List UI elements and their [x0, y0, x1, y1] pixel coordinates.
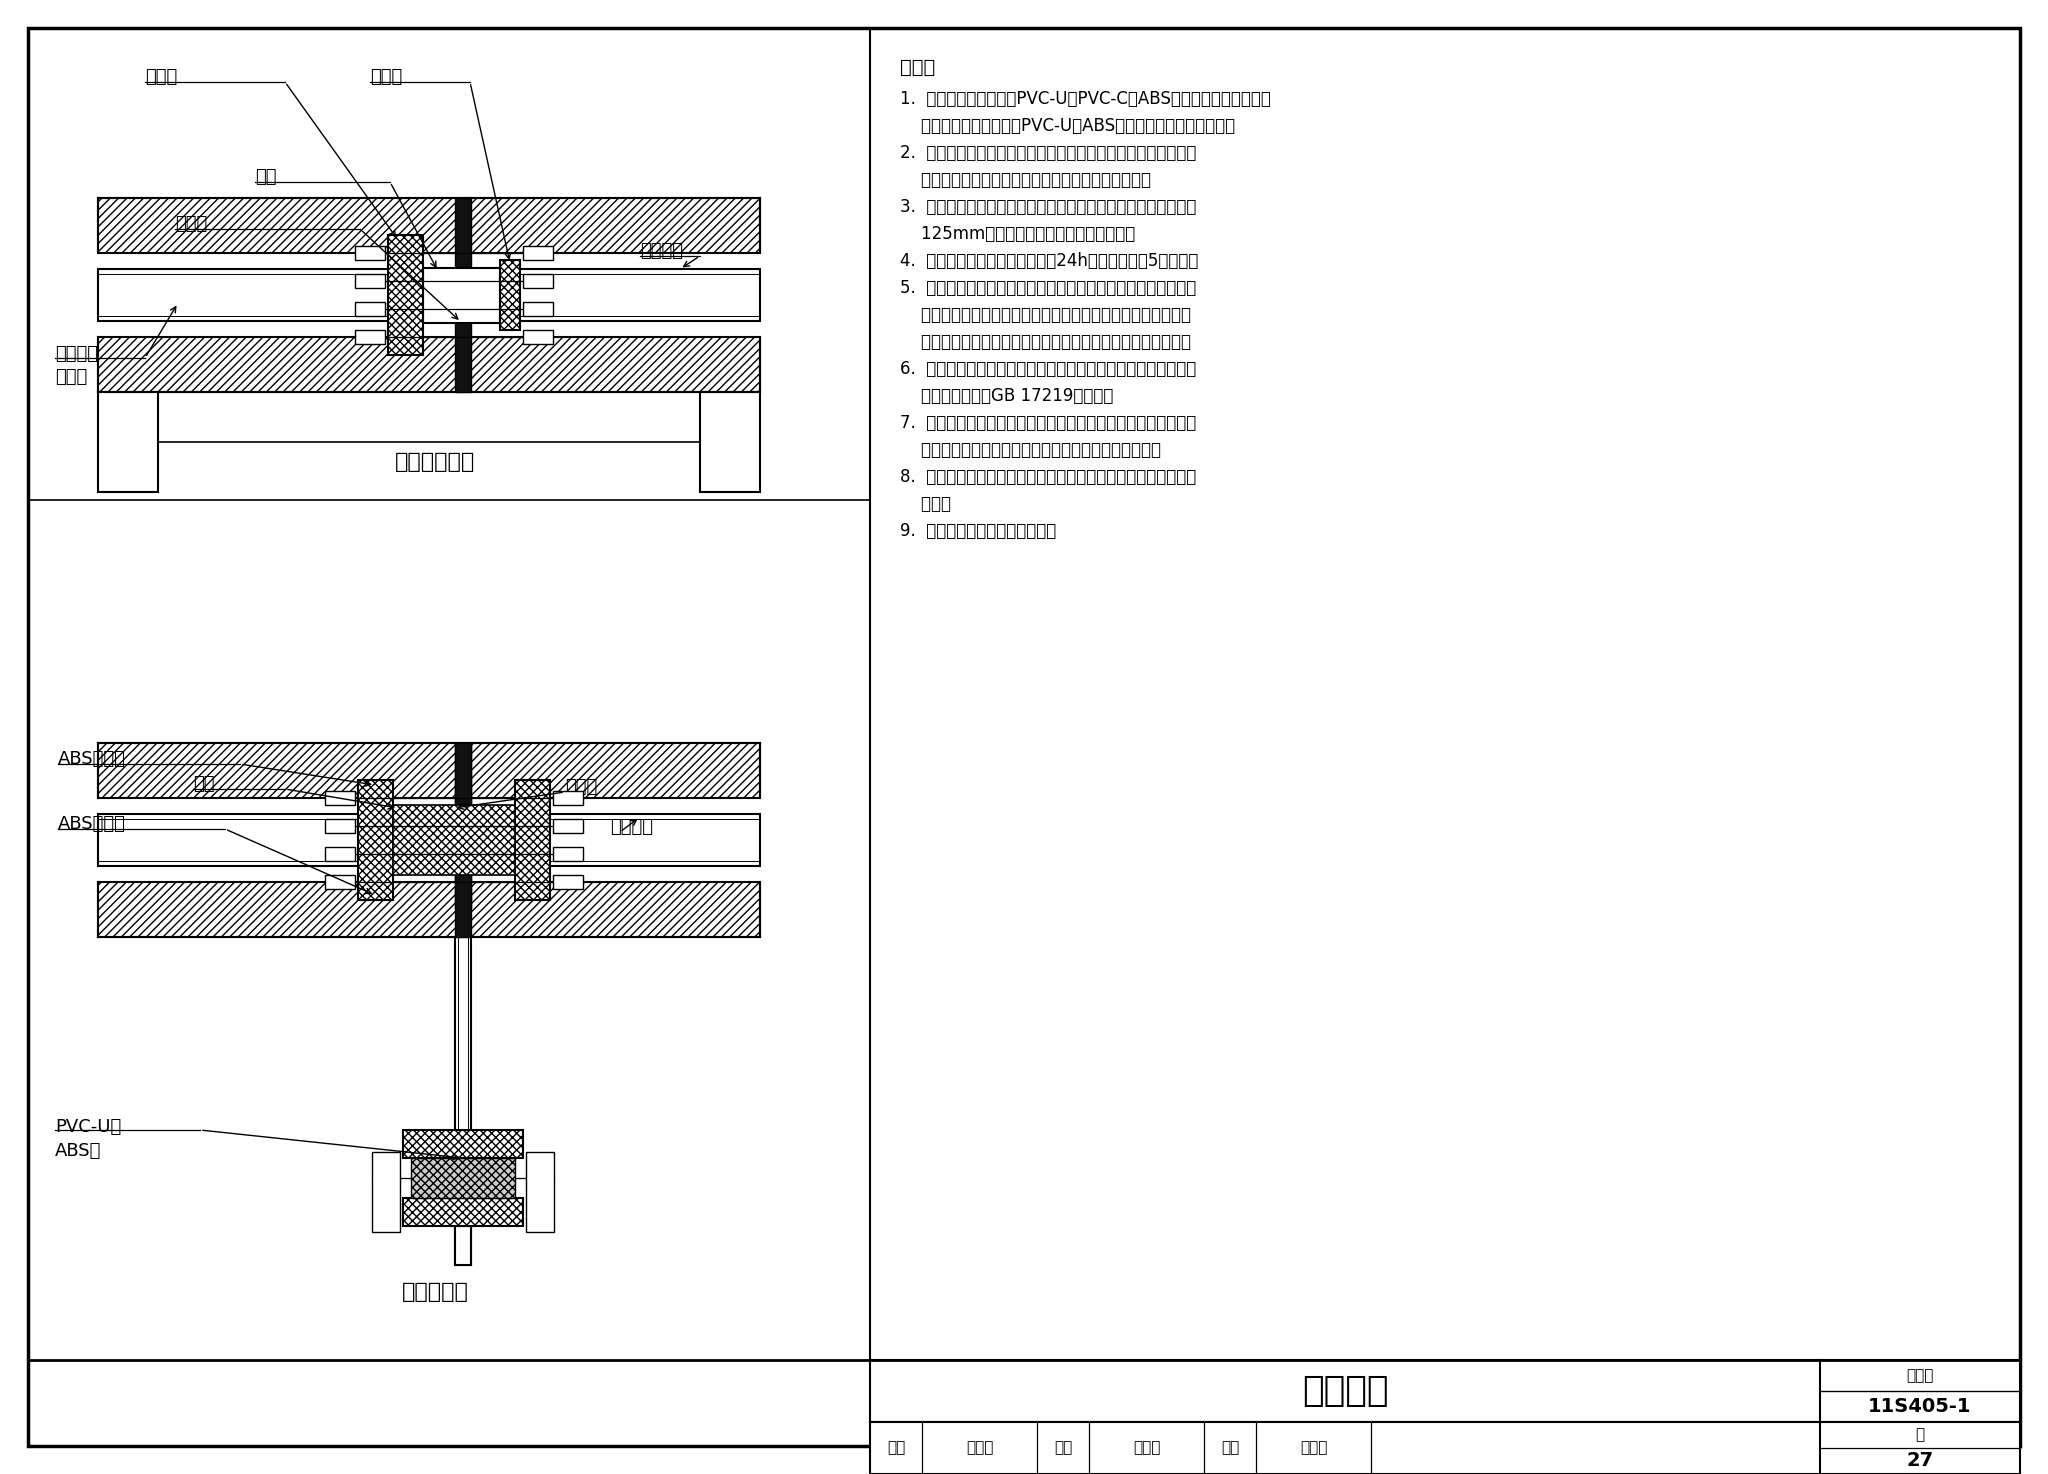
Bar [354, 274, 385, 287]
Bar [553, 876, 584, 889]
Bar [354, 330, 385, 343]
Bar [98, 881, 760, 937]
Text: 说明：: 说明： [899, 57, 936, 77]
Bar [412, 1159, 514, 1198]
Text: 7.  应使用相同规格的螺母，安装方向一致。螺栓应对称紧固。紧: 7. 应使用相同规格的螺母，安装方向一致。螺栓应对称紧固。紧 [899, 414, 1196, 432]
Bar [326, 848, 354, 861]
Bar [403, 1131, 522, 1159]
Text: 粘接: 粘接 [193, 775, 215, 793]
Text: 肖鲁书: 肖鲁书 [967, 1440, 993, 1455]
Text: 材连接；呆法兰适用于PVC-U、ABS管材与其他材质管材连接。: 材连接；呆法兰适用于PVC-U、ABS管材与其他材质管材连接。 [899, 116, 1235, 136]
Text: 行，对准螺孔，并在法兰间加设得片，穿好螺栓、对角拧紧。: 行，对准螺孔，并在法兰间加设得片，穿好螺栓、对角拧紧。 [899, 333, 1192, 351]
Text: 橡胶坤: 橡胶坤 [565, 778, 598, 796]
Text: 给水管材: 给水管材 [639, 242, 682, 259]
Bar [526, 1153, 555, 1232]
Text: 的连接件，使连接的两片法兰垂直于管道中心线，表面相互平: 的连接件，使连接的两片法兰垂直于管道中心线，表面相互平 [899, 307, 1192, 324]
Bar [354, 302, 385, 315]
Bar [522, 246, 553, 259]
Text: PVC-U管: PVC-U管 [55, 1117, 121, 1136]
Text: 6.  法兰间橡胶坤应符合《生活饮用水输配水设备及防护材料卫生: 6. 法兰间橡胶坤应符合《生活饮用水输配水设备及防护材料卫生 [899, 360, 1196, 377]
Bar [354, 246, 385, 259]
Text: 固好的螺栓应露出螺母之外。螺栓螺帽宜采用镀锌件。: 固好的螺栓应露出螺母之外。螺栓螺帽宜采用镀锌件。 [899, 441, 1161, 458]
Bar [98, 198, 760, 254]
Text: 呆法兰连接: 呆法兰连接 [401, 1282, 469, 1302]
Text: 法兰盘: 法兰盘 [145, 68, 178, 85]
Text: 将法兰接口的承口内壁擦拭干净，涂抒专用胶合剂。: 将法兰接口的承口内壁擦拭干净，涂抒专用胶合剂。 [899, 171, 1151, 189]
Text: 给水管材: 给水管材 [610, 818, 653, 836]
Text: 陈永青: 陈永青 [1133, 1440, 1159, 1455]
Text: 125mm的管子插入后宜用木槌槌打密实。: 125mm的管子插入后宜用木槌槌打密实。 [899, 226, 1135, 243]
Text: 页: 页 [1915, 1427, 1925, 1443]
Text: 2.  将插口外壁擦拭干净，涂抒与管材材质配套的专用胶合剂，再: 2. 将插口外壁擦拭干净，涂抒与管材材质配套的专用胶合剂，再 [899, 144, 1196, 162]
Bar [455, 743, 471, 908]
Bar [553, 820, 584, 833]
Bar [98, 743, 760, 797]
Text: 塑料管: 塑料管 [55, 368, 88, 386]
Text: 1.  活套法兰连接适用于PVC-U、PVC-C和ABS管材与其他材质给水管: 1. 活套法兰连接适用于PVC-U、PVC-C和ABS管材与其他材质给水管 [899, 90, 1272, 108]
Text: ABS呆法兰: ABS呆法兰 [57, 815, 125, 833]
Text: 安全评价规范》GB 17219的要求。: 安全评价规范》GB 17219的要求。 [899, 388, 1114, 405]
Text: ABS呆法兰: ABS呆法兰 [57, 750, 125, 768]
Text: 27: 27 [1907, 1452, 1933, 1471]
Text: 审核: 审核 [887, 1440, 905, 1455]
Bar [500, 259, 520, 330]
Bar [870, 1361, 2019, 1422]
Text: 校对: 校对 [1055, 1440, 1071, 1455]
Text: 叶雄来: 叶雄来 [1300, 1440, 1327, 1455]
Bar [387, 234, 424, 355]
Bar [870, 1422, 2019, 1474]
Bar [553, 848, 584, 861]
Text: ABS管: ABS管 [55, 1142, 100, 1160]
Text: 橡胶坤: 橡胶坤 [371, 68, 401, 85]
Text: 设计: 设计 [1221, 1440, 1239, 1455]
Bar [326, 792, 354, 805]
Text: 9.  法兰连接部位应设置支呐架。: 9. 法兰连接部位应设置支呐架。 [899, 522, 1057, 539]
Text: 8.  连接管道的长度应精确，当紧固螺栓时，不应使管道产生轴向: 8. 连接管道的长度应精确，当紧固螺栓时，不应使管道产生轴向 [899, 469, 1196, 486]
Bar [541, 814, 760, 867]
Bar [393, 805, 514, 876]
Text: 粘接: 粘接 [256, 168, 276, 186]
Bar [514, 780, 551, 901]
Bar [522, 302, 553, 315]
Bar [553, 792, 584, 805]
Bar [98, 338, 760, 392]
Text: 4.  法兰盘与管道粘接完毕，静缮24h后可以进行第5个步骤。: 4. 法兰盘与管道粘接完毕，静缮24h后可以进行第5个步骤。 [899, 252, 1198, 270]
Text: 拉力。: 拉力。 [899, 495, 950, 513]
Bar [326, 876, 354, 889]
Bar [98, 814, 371, 867]
Bar [522, 274, 553, 287]
Text: 法兰套: 法兰套 [174, 215, 207, 233]
Bar [455, 1226, 471, 1265]
Bar [700, 392, 760, 492]
Bar [424, 268, 500, 323]
Bar [522, 330, 553, 343]
Bar [455, 937, 471, 1265]
Bar [373, 1153, 399, 1232]
Bar [98, 392, 158, 492]
Text: 5.  将已连接管道的法兰再与其他管材法兰连接时，需校正两对应: 5. 将已连接管道的法兰再与其他管材法兰连接时，需校正两对应 [899, 279, 1196, 296]
Bar [358, 780, 393, 901]
Bar [514, 268, 760, 321]
Bar [455, 198, 471, 392]
Text: 氯乙烯类: 氯乙烯类 [55, 345, 98, 363]
Bar [403, 1198, 522, 1226]
Bar [326, 820, 354, 833]
Bar [455, 743, 471, 937]
Text: 法兰连接: 法兰连接 [1303, 1374, 1389, 1408]
Bar [98, 268, 410, 321]
Text: 图集号: 图集号 [1907, 1368, 1933, 1383]
Text: 11S405-1: 11S405-1 [1868, 1397, 1972, 1417]
Text: 3.  将插口插入法兰接口承口，并将挤出的胶合剂擦净。管径大于: 3. 将插口插入法兰接口承口，并将挤出的胶合剂擦净。管径大于 [899, 198, 1196, 217]
Text: 活套法兰连接: 活套法兰连接 [395, 453, 475, 472]
